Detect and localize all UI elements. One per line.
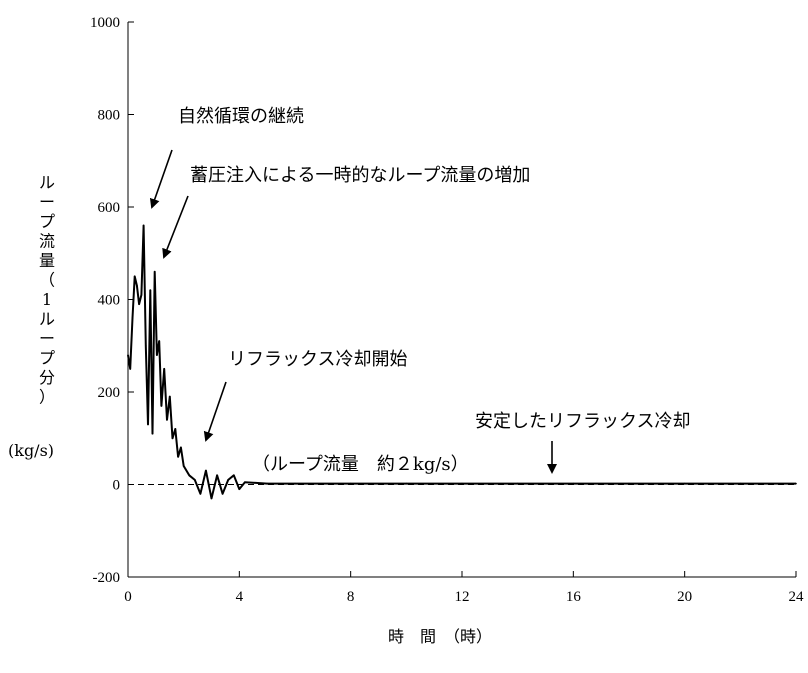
data-point xyxy=(171,437,174,440)
arrow-accumulator-injection xyxy=(162,195,189,259)
x-tick-label: 24 xyxy=(789,589,805,605)
data-point xyxy=(147,423,149,426)
y-axis-label-char: ） xyxy=(39,388,55,407)
data-point xyxy=(572,482,575,485)
data-point xyxy=(232,474,235,477)
y-axis-label-char: プ xyxy=(39,349,55,368)
data-point xyxy=(127,354,129,356)
y-ticks: -200 0 200 400 600 800 1000 xyxy=(90,15,134,586)
data-point xyxy=(516,482,519,485)
x-tick-label: 0 xyxy=(124,589,132,605)
data-point xyxy=(266,482,268,485)
data-point xyxy=(142,224,145,227)
data-point xyxy=(140,294,143,296)
series-line xyxy=(127,224,796,500)
data-point xyxy=(216,474,218,477)
data-point xyxy=(136,284,138,287)
x-tick-label: 4 xyxy=(236,589,244,605)
data-point xyxy=(145,344,147,347)
data-point xyxy=(160,405,163,407)
y-axis-label-char: ー xyxy=(39,329,55,348)
y-axis-label-char: 1 xyxy=(42,290,52,309)
data-point xyxy=(168,395,171,398)
y-axis-label-char: ー xyxy=(39,193,55,212)
data-point xyxy=(133,275,136,278)
data-point xyxy=(177,455,179,458)
y-axis-label-char: （ xyxy=(39,271,55,290)
x-tick-label: 20 xyxy=(677,589,692,605)
data-point xyxy=(158,340,160,342)
annotation-stable-reflux: 安定したリフラックス冷却 xyxy=(475,411,690,432)
y-axis-label-char: 量 xyxy=(39,251,55,270)
data-point xyxy=(182,465,185,467)
data-point xyxy=(795,482,797,485)
data-point xyxy=(188,474,191,477)
data-point xyxy=(180,446,182,449)
y-axis-label-char: ル xyxy=(39,310,55,329)
data-point xyxy=(221,492,224,495)
annotation-loop-flow-value: （ループ流量 約２kg/s） xyxy=(252,454,469,475)
data-point xyxy=(461,482,463,485)
data-point xyxy=(163,368,165,370)
y-axis-label-char: プ xyxy=(39,212,55,231)
data-point xyxy=(149,289,152,292)
data-point xyxy=(174,428,177,430)
y-tick-label: 400 xyxy=(98,293,121,309)
data-point xyxy=(405,482,408,485)
arrow-natural-circulation xyxy=(149,149,173,209)
data-point xyxy=(194,479,196,481)
data-point xyxy=(739,482,742,485)
y-tick-label: 0 xyxy=(113,478,121,494)
data-point xyxy=(628,482,630,485)
data-point xyxy=(210,497,213,500)
data-point xyxy=(166,418,168,421)
data-point xyxy=(199,492,202,495)
y-tick-label: 600 xyxy=(98,200,121,216)
x-axis-label: 時 間 （時） xyxy=(388,627,492,646)
data-point xyxy=(349,482,352,485)
annotation-natural-circulation: 自然循環の継続 xyxy=(178,106,304,127)
series-group xyxy=(127,224,797,500)
data-point xyxy=(294,482,296,485)
arrow-reflux-start xyxy=(203,381,227,442)
data-point xyxy=(129,368,132,370)
y-axis-unit: (kg/s) xyxy=(8,441,54,460)
annotation-accumulator-injection: 蓄圧注入による一時的なループ流量の増加 xyxy=(190,165,530,186)
annotation-reflux-start: リフラックス冷却開始 xyxy=(228,349,407,370)
y-tick-label: 200 xyxy=(98,385,121,401)
data-point xyxy=(205,469,207,472)
y-tick-label: -200 xyxy=(93,570,121,586)
data-point xyxy=(244,481,246,483)
data-point xyxy=(151,432,154,435)
y-tick-label: 800 xyxy=(98,108,121,124)
data-point xyxy=(238,488,241,490)
y-axis-label-char: ル xyxy=(39,173,55,192)
y-axis-label-char: 流 xyxy=(39,232,55,251)
x-tick-label: 12 xyxy=(455,589,470,605)
y-tick-label: 1000 xyxy=(90,15,120,31)
data-point xyxy=(153,270,156,273)
data-point xyxy=(227,479,229,481)
data-point xyxy=(683,482,686,485)
x-tick-label: 16 xyxy=(566,589,582,605)
x-tick-label: 8 xyxy=(347,589,355,605)
data-point xyxy=(131,317,134,319)
y-axis-label-char: 分 xyxy=(39,368,55,387)
data-point xyxy=(156,354,158,356)
x-ticks: 0 4 8 12 16 20 24 xyxy=(124,571,804,605)
data-point xyxy=(138,303,140,305)
